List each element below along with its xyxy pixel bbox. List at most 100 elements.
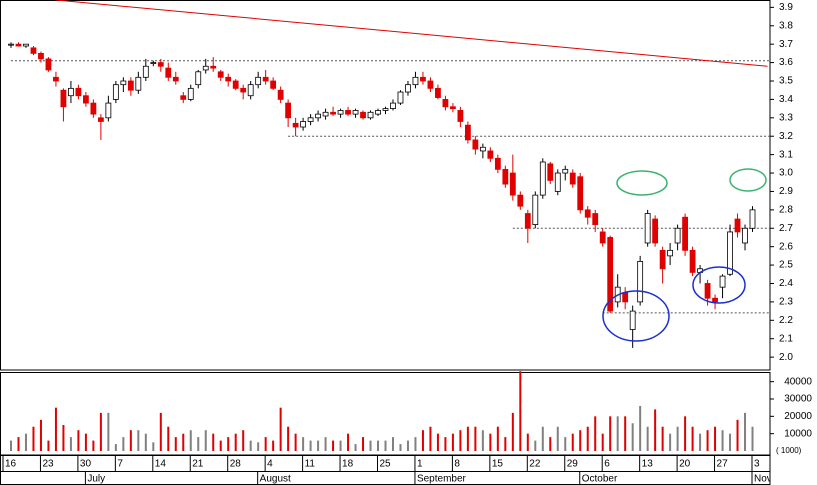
y-tick-label: 30000 <box>784 394 812 405</box>
volume-bar <box>54 407 57 451</box>
candle-body <box>734 218 741 233</box>
y-tick-label: 3.8 <box>779 20 793 31</box>
volume-bar <box>496 426 499 451</box>
candle-body <box>517 194 524 207</box>
candle-body <box>322 111 329 117</box>
candle-body <box>719 275 726 288</box>
y-tick-label: 2.5 <box>779 260 793 271</box>
candle-body <box>292 122 299 128</box>
candle-body <box>277 89 284 100</box>
candle-body <box>15 43 22 47</box>
volume-bar <box>474 426 477 451</box>
x-tick-label: 11 <box>305 459 316 470</box>
volume-bar <box>736 419 739 451</box>
volume-bar <box>347 433 350 451</box>
volume-bar <box>257 442 260 451</box>
volume-bar <box>242 430 245 451</box>
x-tick-label: 7 <box>117 459 123 470</box>
candle-body <box>352 110 359 115</box>
volume-bar <box>601 433 604 451</box>
candle-body <box>427 80 434 89</box>
candle-body <box>330 111 336 115</box>
candle-body <box>225 76 232 82</box>
volume-bar <box>639 405 642 451</box>
volume-bar <box>324 437 327 451</box>
candle-body <box>217 71 224 78</box>
volume-bar <box>159 412 162 451</box>
volume-bar <box>504 437 507 451</box>
y-tick-label: 10000 <box>784 428 812 439</box>
candle-body <box>577 176 584 211</box>
date-labels: 16 23 30 7 14 21 28 4 11 18 25 1 8 15 22 29 6 13 20 27 3July… <box>2 455 770 485</box>
candle-body <box>562 168 569 174</box>
y-tick-label: 3.7 <box>779 39 793 50</box>
volume-bar <box>219 440 222 451</box>
x-tick-label: 4 <box>267 459 273 470</box>
volume-bar <box>466 426 469 451</box>
candle-body <box>53 76 59 82</box>
volume-bar <box>377 440 380 451</box>
y-tick-label: 3.9 <box>779 2 793 13</box>
candle-body <box>210 65 217 69</box>
candle-body <box>83 95 89 104</box>
volume-bar <box>631 423 634 451</box>
volume-bar <box>654 409 657 451</box>
candle-body <box>727 231 733 275</box>
x-tick-label: 29 <box>567 459 579 470</box>
volume-bar <box>92 440 95 451</box>
volume-bar <box>129 430 132 451</box>
volume-bar <box>534 440 537 451</box>
y-tick-label: 2.7 <box>779 223 793 234</box>
x-tick-label: 14 <box>155 459 167 470</box>
highlight-ellipse <box>692 266 746 304</box>
x-tick-label: 15 <box>492 459 504 470</box>
volume-bar <box>684 416 687 451</box>
x-tick-label: 13 <box>642 459 654 470</box>
candle-body <box>435 87 441 98</box>
volume-bar <box>436 433 439 451</box>
y-tick-label: 2.4 <box>779 278 793 289</box>
volume-bar <box>24 433 27 451</box>
candle-body <box>502 168 509 185</box>
candle-body <box>75 87 82 97</box>
candle-body <box>367 111 374 119</box>
candle-body <box>390 102 396 110</box>
candle-body <box>23 43 29 47</box>
x-tick-label: 22 <box>529 459 541 470</box>
candle-body <box>749 209 756 229</box>
annotations <box>602 168 767 342</box>
highlight-ellipse <box>729 168 767 192</box>
candle-body <box>704 283 711 299</box>
y-tick-label: 2.2 <box>779 315 793 326</box>
y-tick-label: 20000 <box>784 411 812 422</box>
volume-bar <box>77 430 80 451</box>
candle-body <box>105 102 112 119</box>
candle-body <box>300 121 307 128</box>
candle-body <box>420 76 426 82</box>
volume-bar <box>294 433 297 451</box>
candle-body <box>644 213 651 244</box>
candle-body <box>584 209 591 218</box>
volume-bar <box>676 426 679 451</box>
volume-bar <box>189 430 192 451</box>
candle-body <box>315 113 321 119</box>
candle-body <box>127 80 134 91</box>
volume-bar <box>646 426 649 451</box>
volume-bar <box>174 437 177 451</box>
candle-body <box>442 99 449 108</box>
candle-body <box>689 249 696 273</box>
volume-unit-label: ( 1000) <box>776 446 802 455</box>
volume-bar <box>227 437 230 451</box>
volume-bar <box>586 426 589 451</box>
volume-bar <box>744 412 747 451</box>
y-tick-label: 3.0 <box>779 168 793 179</box>
candle-body <box>375 110 381 115</box>
candle-body <box>112 84 119 100</box>
volume-bar <box>526 433 529 451</box>
candle-body <box>382 108 389 111</box>
y-tick-label: 3.3 <box>779 112 793 123</box>
volume-bar <box>481 430 484 451</box>
volume-bar <box>406 440 409 451</box>
candle-body <box>135 76 142 91</box>
candle-body <box>472 139 479 150</box>
